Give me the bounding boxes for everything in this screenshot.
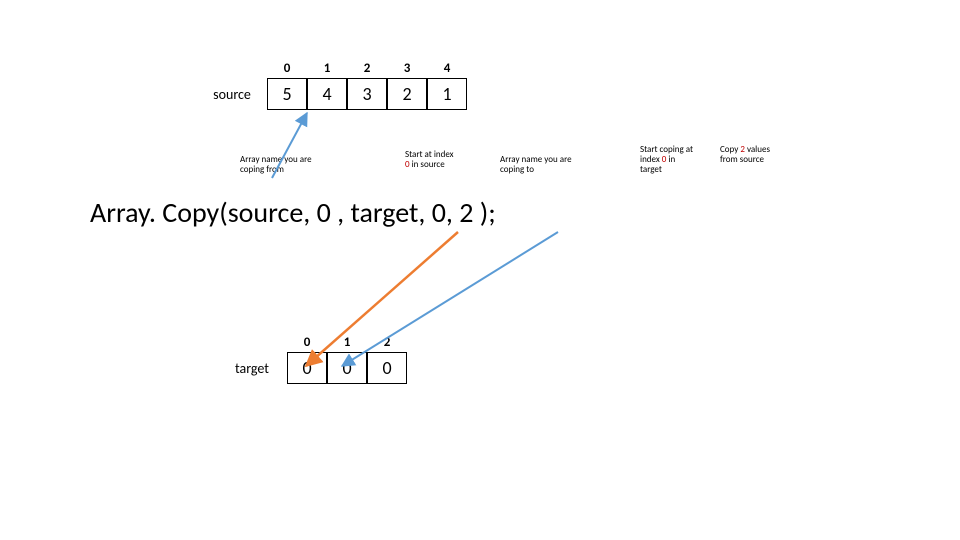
caption-src-index: Start at index 0 in source xyxy=(405,150,460,170)
source-idx-1: 1 xyxy=(307,58,347,78)
source-index-row: 0 1 2 3 4 xyxy=(197,58,467,78)
caption-tgt-index: Start coping at index 0 in target xyxy=(640,145,695,175)
target-index-row: 0 1 2 xyxy=(217,332,407,352)
arrows-layer xyxy=(0,0,960,540)
source-cell-4: 1 xyxy=(427,78,467,110)
source-idx-0: 0 xyxy=(267,58,307,78)
code-arg-target: target xyxy=(350,195,418,230)
source-cell-1: 4 xyxy=(307,78,347,110)
source-label: source xyxy=(197,86,267,103)
source-idx-4: 4 xyxy=(427,58,467,78)
source-idx-3: 3 xyxy=(387,58,427,78)
caption-target-name: Array name you are coping to xyxy=(500,155,575,175)
target-idx-2: 2 xyxy=(367,332,407,352)
source-idx-2: 2 xyxy=(347,58,387,78)
target-cell-0: 0 xyxy=(287,352,327,384)
target-idx-1: 1 xyxy=(327,332,367,352)
caption-source-name: Array name you are coping from xyxy=(240,155,315,175)
code-arg-srcidx: 0 xyxy=(317,195,331,230)
source-array-region: 0 1 2 3 4 source 5 4 3 2 1 xyxy=(197,58,467,110)
caption-count: Copy 2 values from source xyxy=(720,145,770,165)
code-line: Array. Copy(source, 0 , target, 0, 2 ); xyxy=(90,195,496,230)
source-cell-2: 3 xyxy=(347,78,387,110)
target-array-region: 0 1 2 target 0 0 0 xyxy=(217,332,407,384)
source-cell-3: 2 xyxy=(387,78,427,110)
target-idx-0: 0 xyxy=(287,332,327,352)
target-cell-2: 0 xyxy=(367,352,407,384)
target-cell-1: 0 xyxy=(327,352,367,384)
source-cell-0: 5 xyxy=(267,78,307,110)
code-arg-count: 2 xyxy=(459,195,473,230)
code-prefix: Array. Copy( xyxy=(90,195,228,230)
code-arg-source: source xyxy=(228,195,304,230)
code-arg-tgtidx: 0 xyxy=(432,195,446,230)
target-value-row: target 0 0 0 xyxy=(217,352,407,384)
target-label: target xyxy=(217,360,287,377)
source-value-row: source 5 4 3 2 1 xyxy=(197,78,467,110)
